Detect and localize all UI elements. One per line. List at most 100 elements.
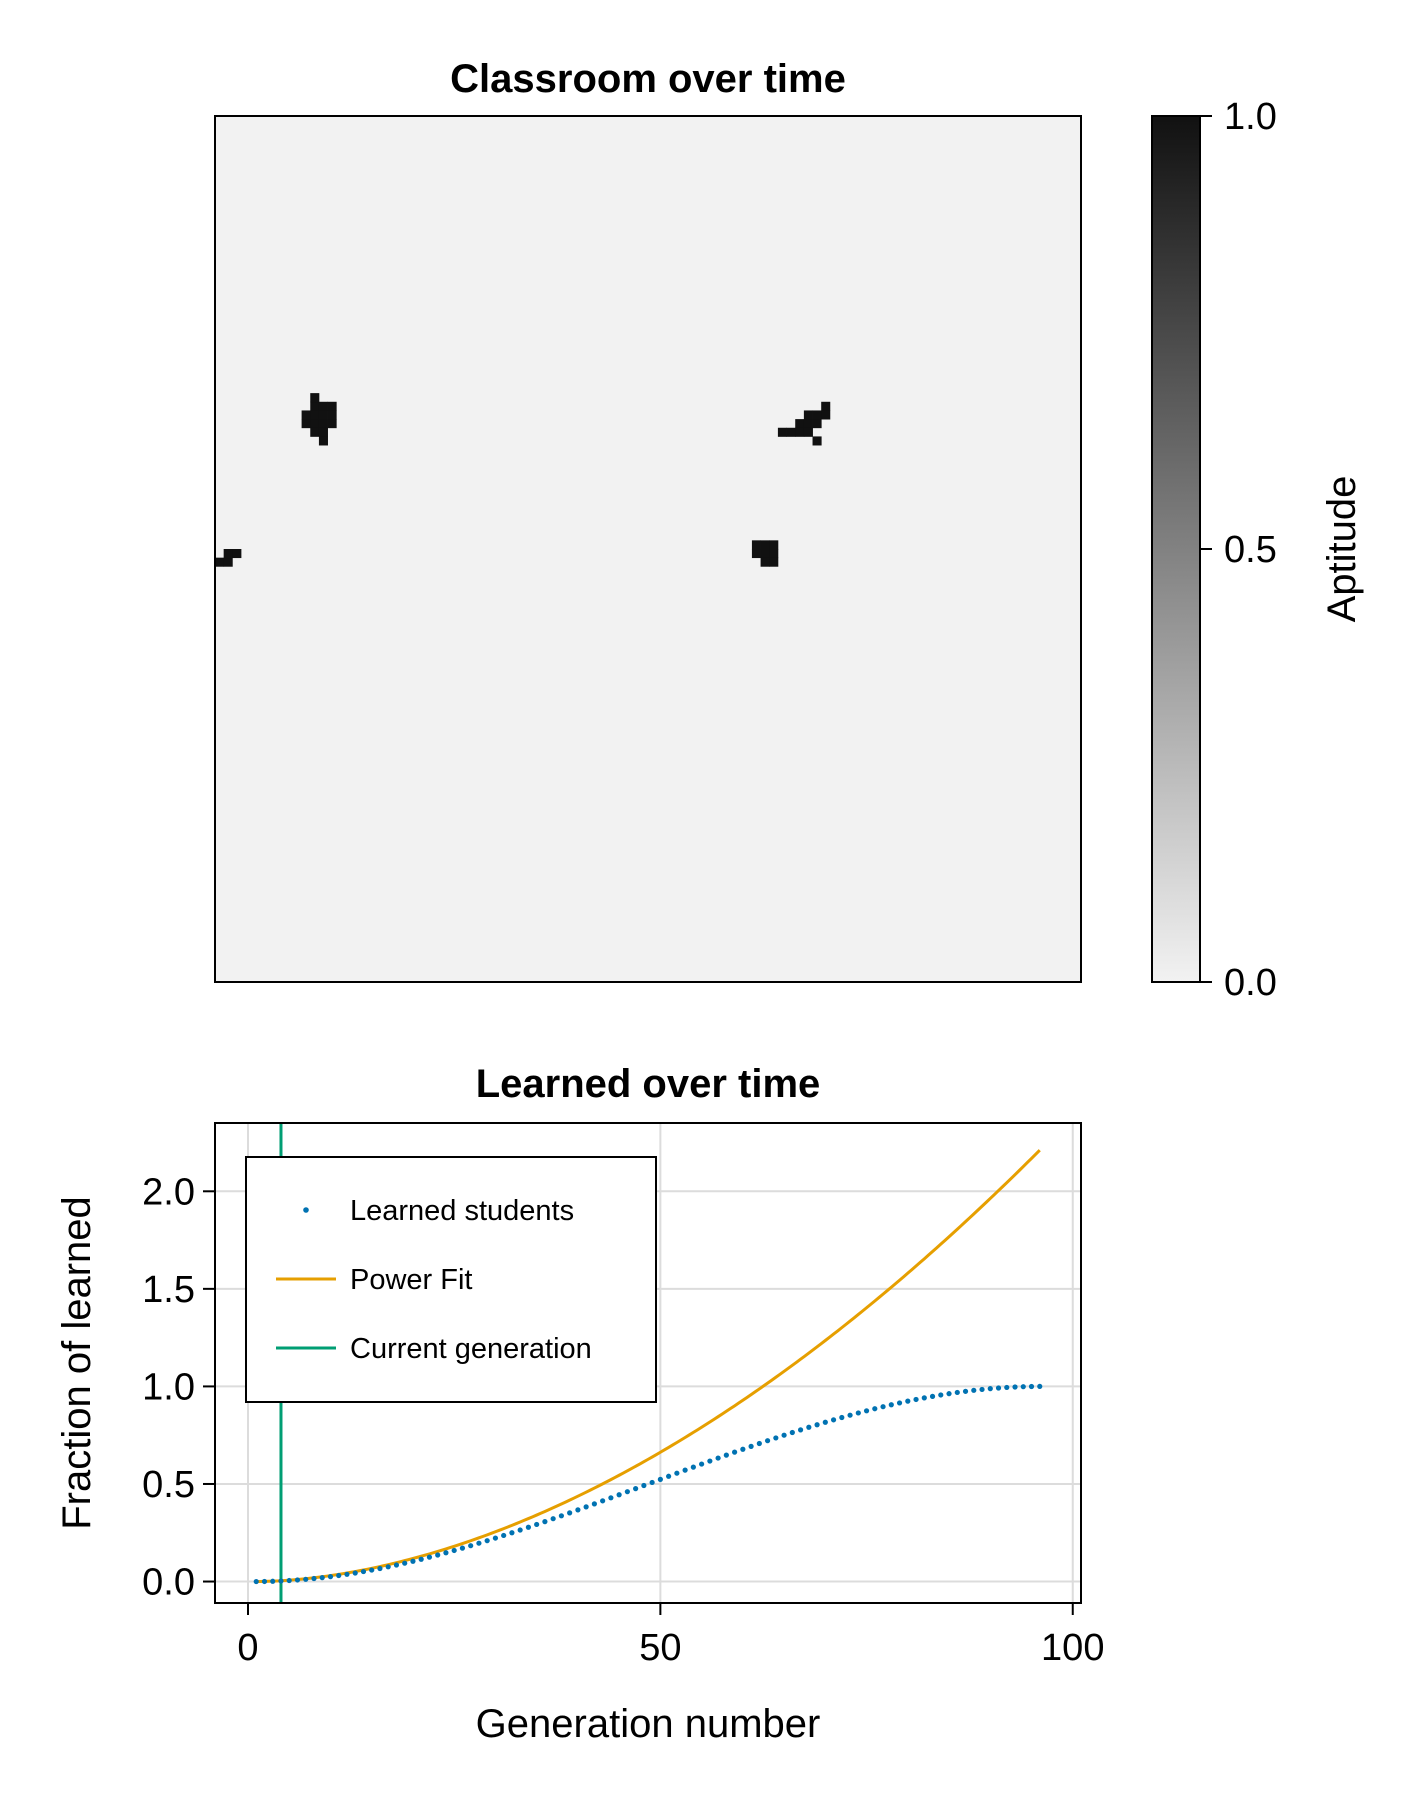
learned-point-18 [402,1560,408,1566]
colorbar-ticks: 0.0 0.5 1.0 [1200,96,1277,1004]
heatmap-title: Classroom over time [450,57,846,101]
colorbar-label: Aptitude [1320,476,1364,623]
learned-point-32 [517,1527,523,1533]
heatmap-cell-0-8 [318,419,328,429]
heatmap-cell-0-1 [301,419,311,429]
learned-point-91 [1004,1384,1010,1391]
learned-point-5 [294,1577,301,1583]
learned-point-21 [426,1554,433,1560]
heatmap-cell-0-3 [310,410,320,420]
learned-point-82 [929,1393,936,1399]
learned-point-52 [682,1467,688,1473]
learned-point-19 [410,1558,416,1564]
heatmap-cell-0-4 [310,419,320,429]
learned-point-8 [319,1575,325,1581]
heatmap-cell-3-1 [223,557,233,567]
learned-point-0 [253,1578,259,1585]
lineplot-ticks: 0 50 100 0.0 0.5 1.0 1.5 2.0 [142,1171,1104,1669]
learned-point-84 [946,1391,952,1397]
learned-point-73 [855,1410,861,1416]
learned-point-74 [863,1408,870,1414]
heatmap-cell-1-6 [812,410,822,420]
learned-point-75 [872,1406,878,1412]
learned-point-56 [715,1455,721,1461]
heatmap-cell-1-7 [812,419,822,429]
learned-point-29 [492,1535,499,1541]
heatmap-cell-1-4 [803,419,813,429]
learned-point-77 [888,1402,894,1408]
heatmap-cell-0-5 [310,427,320,437]
learned-point-65 [789,1429,795,1436]
learned-point-16 [385,1564,391,1570]
learned-point-55 [707,1458,713,1464]
heatmap-cell-1-9 [821,410,831,420]
learned-point-43 [608,1495,614,1501]
learned-point-9 [327,1574,334,1580]
learned-point-38 [567,1510,573,1516]
learned-point-10 [336,1572,342,1579]
learned-point-4 [286,1577,292,1584]
learned-point-85 [954,1389,960,1396]
learned-point-24 [451,1547,457,1554]
learned-point-72 [847,1412,853,1418]
learned-point-36 [550,1516,556,1522]
heatmap-cell-2-3 [760,549,770,559]
learned-point-81 [921,1395,927,1401]
learned-point-90 [995,1385,1002,1391]
learned-point-2 [270,1578,276,1584]
learned-point-70 [830,1417,837,1423]
x-tick-label-0: 0 [237,1627,258,1669]
heatmap-cell-0-2 [310,401,320,411]
learned-point-42 [600,1498,606,1504]
learned-point-15 [377,1565,383,1572]
learned-point-37 [558,1513,565,1519]
heatmap-cell-3-0 [215,557,225,567]
heatmap-cell-0-6 [318,401,328,411]
heatmap-cell-0-7 [318,410,328,420]
heatmap-cell-3-3 [232,549,242,559]
learned-point-68 [814,1422,820,1428]
learned-point-64 [781,1432,787,1438]
learned-point-30 [501,1532,507,1539]
learned-point-94 [1028,1383,1035,1390]
learned-point-76 [880,1404,886,1410]
heatmap-frame [214,115,1082,983]
learned-point-59 [740,1446,746,1452]
heatmap-cell-0-10 [327,401,337,411]
learned-point-13 [360,1568,367,1575]
learned-point-51 [674,1470,680,1476]
learned-point-12 [352,1570,358,1576]
learned-point-23 [443,1550,449,1556]
learned-point-46 [633,1486,639,1492]
heatmap-cell-1-3 [803,410,813,420]
learned-point-78 [896,1400,903,1406]
heatmap-cell-2-7 [769,557,779,567]
learned-point-95 [1037,1383,1043,1390]
y-tick-label-3: 1.5 [142,1269,195,1311]
learned-point-3 [278,1578,284,1584]
colorbar [1151,115,1201,983]
learned-point-11 [344,1571,350,1577]
heatmap-cell-2-6 [769,549,779,559]
x-tick-label-1: 50 [639,1627,681,1669]
learned-point-89 [987,1386,993,1392]
heatmap-cell-1-5 [803,427,813,437]
learned-point-63 [773,1435,779,1441]
learned-point-50 [666,1473,672,1479]
learned-point-80 [913,1396,919,1403]
learned-point-22 [435,1552,441,1558]
learned-point-44 [616,1492,622,1498]
learned-point-79 [905,1398,911,1404]
learned-point-49 [657,1476,663,1482]
learned-point-53 [690,1464,696,1470]
heatmap-cell-0-0 [301,410,311,420]
learned-point-69 [822,1419,828,1425]
learned-point-93 [1020,1384,1026,1390]
lineplot-title: Learned over time [476,1062,821,1106]
learned-point-83 [938,1392,944,1398]
heatmap-cell-1-10 [777,427,787,437]
learned-point-86 [962,1388,969,1394]
heatmap-cell-0-13 [310,393,320,403]
legend-label-power-fit: Power Fit [350,1264,472,1296]
